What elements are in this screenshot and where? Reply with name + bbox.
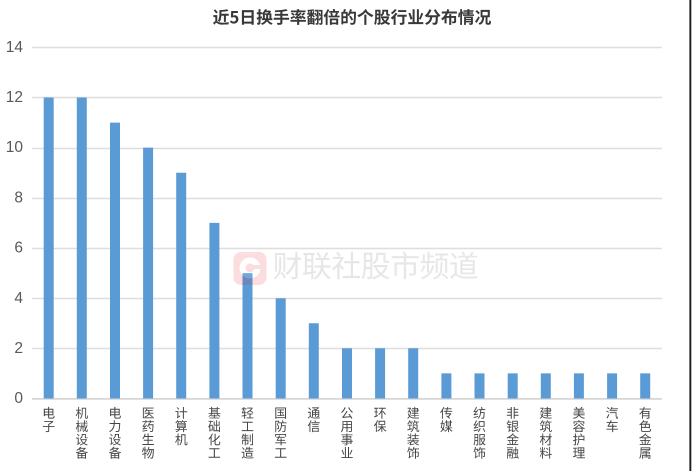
svg-text:14: 14 xyxy=(6,39,24,56)
svg-text:0: 0 xyxy=(14,390,23,407)
svg-text:12: 12 xyxy=(6,89,23,106)
svg-text:6: 6 xyxy=(14,240,23,257)
svg-text:10: 10 xyxy=(6,139,24,156)
svg-text:4: 4 xyxy=(14,290,23,307)
svg-text:8: 8 xyxy=(14,189,23,206)
svg-text:2: 2 xyxy=(14,340,23,357)
